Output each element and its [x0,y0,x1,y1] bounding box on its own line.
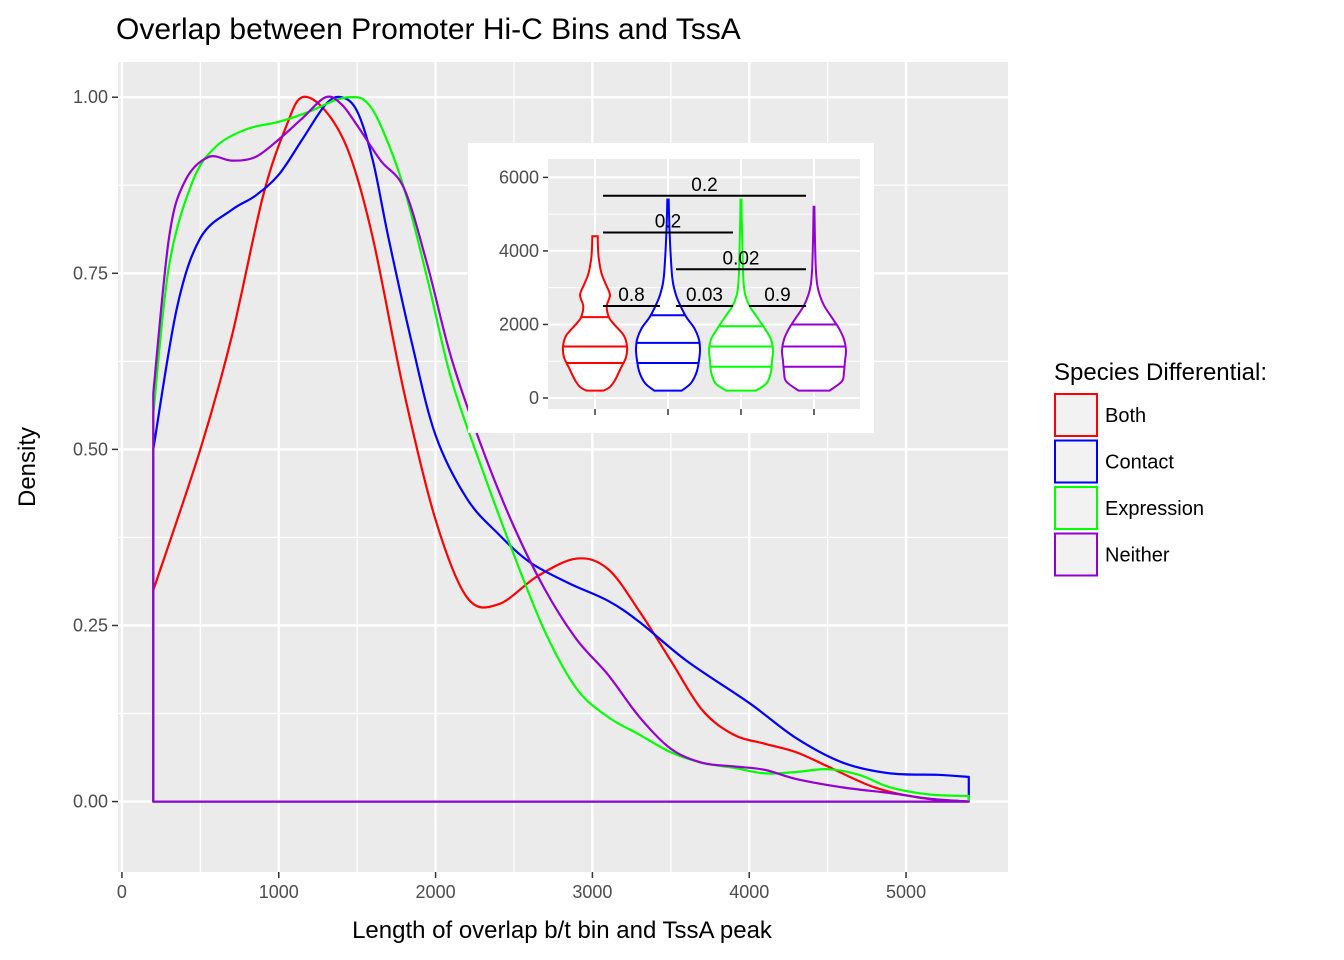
legend-label-contact: Contact [1105,452,1174,474]
legend-key-contact [1054,439,1098,484]
inset-y-tick-label: 4000 [499,241,539,261]
y-tick-label: 0.25 [73,615,108,635]
legend-items: Both Contact Expression Neither [1054,393,1204,577]
legend-title: Species Differential: [1054,359,1267,386]
inset-y-tick-label: 0 [529,388,539,408]
x-tick-label: 4000 [729,882,769,902]
legend-key-both [1054,393,1098,437]
inset-violins [561,198,848,392]
x-tick-label: 5000 [886,882,926,902]
legend-label-expression: Expression [1105,498,1204,520]
legend-label-neither: Neither [1105,545,1170,567]
comparison-pvalue: 0.2 [655,212,681,233]
chart-title: Overlap between Promoter Hi-C Bins and T… [116,13,741,46]
inset-x-axis [594,409,815,415]
inset-comparisons: 0.8 0.03 0.90.02 0.2 0.2 [603,175,806,308]
x-tick-label: 0 [117,882,127,902]
inset-y-tick-label: 2000 [499,314,539,334]
legend-key-expression [1054,486,1098,530]
density-line-both [152,95,970,803]
y-tick-label: 1.00 [73,87,108,107]
y-tick-label: 0.50 [73,439,108,459]
inset-y-axis: 0 2000 4000 6000 [499,167,548,408]
x-tick-label: 2000 [416,882,456,902]
inset-violin-plot: 0 2000 4000 6000 0.8 0.03 0.90.02 0.2 0.2 [468,143,874,433]
x-tick-label: 1000 [259,882,299,902]
density-line-contact [152,95,970,803]
density-series [152,95,970,803]
comparison-pvalue: 0.2 [691,175,717,196]
violin-neither [780,205,848,392]
legend-key-neither [1054,532,1098,577]
comparison-pvalue: 0.02 [723,248,760,269]
inset-y-tick-label: 6000 [499,167,539,187]
x-axis-title: Length of overlap b/t bin and TssA peak [352,917,773,944]
density-line-neither [152,95,970,803]
y-axis: 0.00 0.25 0.50 0.75 1.00 [73,87,118,812]
y-tick-label: 0.00 [73,792,108,812]
y-tick-label: 0.75 [73,263,108,283]
x-tick-label: 3000 [572,882,612,902]
legend: Species Differential: Both Contact Express… [1054,359,1267,577]
y-axis-title: Density [14,427,41,507]
density-line-expression [152,95,970,803]
legend-label-both: Both [1105,405,1146,427]
comparison-pvalue: 0.03 [686,285,723,306]
x-axis: 0 1000 2000 3000 4000 5000 [117,872,926,902]
comparison-pvalue: 0.8 [618,285,644,306]
violin-expression [707,198,775,392]
comparison-pvalue: 0.9 [764,285,790,306]
